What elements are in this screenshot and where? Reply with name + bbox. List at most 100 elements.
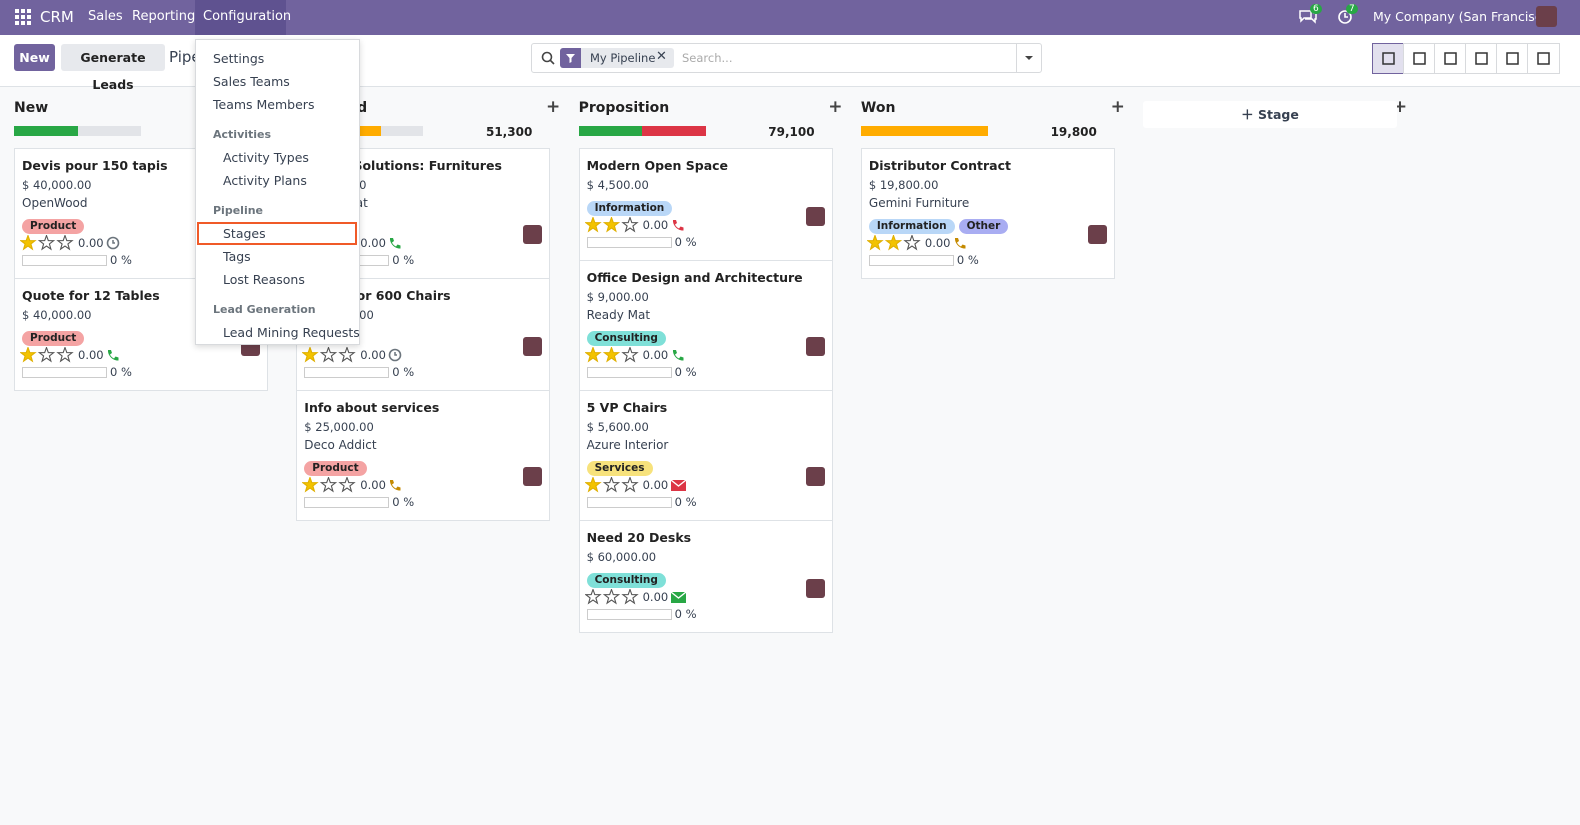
search-input[interactable]: Search...: [682, 51, 733, 65]
probability-bar: [304, 367, 390, 378]
quick-create[interactable]: +: [828, 97, 843, 117]
menu-item[interactable]: Configuration: [203, 9, 292, 24]
kanban-card[interactable]: Office Design and Architecture $ 9,000.00…: [578, 260, 833, 391]
star: [20, 347, 37, 363]
apps-icon[interactable]: [15, 9, 31, 25]
avatar: [805, 207, 825, 226]
quick-create[interactable]: +: [546, 97, 561, 117]
activity-icon[interactable]: [106, 236, 121, 250]
activity-icon[interactable]: [670, 478, 686, 492]
phone-icon: [672, 220, 684, 231]
card-tags: Consulting: [586, 326, 670, 346]
menu-item[interactable]: Activity Plans: [223, 173, 307, 188]
menu-item[interactable]: Sales Teams: [213, 74, 290, 89]
menu-item[interactable]: Sales: [88, 9, 123, 24]
priority-stars[interactable]: [302, 477, 358, 493]
kanban-card[interactable]: Info about services $ 25,000.00 Deco Addic…: [296, 390, 551, 521]
clock-hands: [112, 240, 115, 244]
activity-icon[interactable]: [671, 218, 686, 232]
star: [584, 589, 602, 605]
avatar: [523, 467, 543, 486]
star: [584, 217, 602, 233]
company-switcher[interactable]: My Company (San Francisco): [1373, 9, 1555, 24]
activity-icon[interactable]: [106, 348, 121, 362]
user-avatar[interactable]: [1536, 6, 1557, 27]
column-title: Proposition: [578, 100, 670, 116]
star: [620, 589, 639, 605]
kanban-card[interactable]: Distributor Contract $ 19,800.00 Gemini Fu…: [860, 148, 1115, 279]
activity-icon[interactable]: [671, 348, 686, 362]
priority-stars[interactable]: [584, 217, 641, 233]
card-tags: Product: [304, 456, 370, 476]
facet-remove[interactable]: ✕: [656, 49, 667, 64]
card-company: Azure Interior: [586, 438, 669, 452]
envelope-flap: [670, 479, 686, 487]
activity-icon[interactable]: [953, 236, 968, 250]
progress-segment: [642, 126, 706, 136]
star: [338, 477, 356, 493]
activity-icon[interactable]: [670, 590, 686, 604]
app-name[interactable]: CRM: [40, 8, 74, 26]
priority-stars[interactable]: [584, 347, 641, 363]
view-button[interactable]: [1372, 43, 1405, 74]
avatar: [805, 579, 825, 598]
search-toggle[interactable]: [1016, 44, 1041, 72]
avatar: [805, 337, 825, 356]
view-button[interactable]: [1465, 43, 1498, 74]
card-company: Gemini Furniture: [868, 196, 970, 210]
new-button[interactable]: New: [14, 44, 55, 71]
probability-bar: [586, 237, 672, 248]
priority-stars[interactable]: [20, 347, 76, 363]
activities-icon[interactable]: [1337, 9, 1353, 25]
menu-section-header: Lead Generation: [213, 303, 316, 316]
activity-icon[interactable]: [388, 348, 403, 362]
progress-bar: [860, 126, 988, 136]
tag: Consulting: [586, 331, 666, 346]
menu-item[interactable]: Activity Types: [223, 150, 309, 165]
menu-section-header: Pipeline: [213, 204, 263, 217]
menu-item[interactable]: Settings: [213, 51, 265, 66]
card-name: Need 20 Desks: [586, 530, 692, 545]
menu-item[interactable]: Teams Members: [213, 97, 315, 112]
priority-stars[interactable]: [20, 235, 76, 251]
kanban-card[interactable]: Modern Open Space $ 4,500.00 Information 0.…: [578, 148, 833, 261]
probability: 0 %: [674, 607, 697, 621]
menu-item[interactable]: Lead Mining Requests: [223, 325, 360, 340]
view-icon: [1382, 52, 1395, 65]
star: [37, 347, 56, 363]
priority-stars[interactable]: [584, 477, 641, 493]
card-amount: $ 4,500.00: [586, 178, 649, 192]
quick-create[interactable]: +: [1110, 97, 1125, 117]
facet-label: My Pipeline: [590, 51, 656, 65]
priority-stars[interactable]: [866, 235, 923, 251]
view-button[interactable]: [1496, 43, 1529, 74]
add-stage-button[interactable]: ＋ Stage: [1143, 101, 1397, 128]
view-button[interactable]: [1527, 43, 1560, 74]
avatar: [523, 337, 543, 356]
menu-item[interactable]: Tags: [223, 249, 251, 264]
card-tags: Product: [22, 214, 88, 234]
menu-item[interactable]: Lost Reasons: [223, 272, 305, 287]
badge: 6: [1310, 4, 1322, 14]
priority-stars[interactable]: [584, 589, 641, 605]
card-name: Devis pour 150 tapis: [22, 158, 168, 173]
view-icon: [1413, 52, 1426, 65]
tag: Services: [586, 461, 653, 476]
probability: 0 %: [392, 253, 415, 267]
generate-leads-button[interactable]: Generate Leads: [61, 44, 165, 92]
activity-icon[interactable]: [388, 478, 403, 492]
kanban-card[interactable]: Need 20 Desks $ 60,000.00 Consulting 0.00 0 …: [578, 520, 833, 633]
view-button[interactable]: [1403, 43, 1436, 74]
star: [602, 217, 620, 233]
menu-item[interactable]: Reporting: [132, 9, 196, 24]
progress-segment: [860, 126, 988, 136]
view-button[interactable]: [1434, 43, 1467, 74]
priority-stars[interactable]: [302, 347, 358, 363]
column-total: 19,800: [1050, 125, 1097, 139]
menu-item[interactable]: Stages: [223, 226, 266, 241]
activity-icon[interactable]: [388, 236, 403, 250]
phone-icon: [107, 350, 119, 361]
avatar: [1087, 225, 1107, 244]
kanban-card[interactable]: 5 VP Chairs $ 5,600.00 Azure Interior Servi…: [578, 390, 833, 521]
